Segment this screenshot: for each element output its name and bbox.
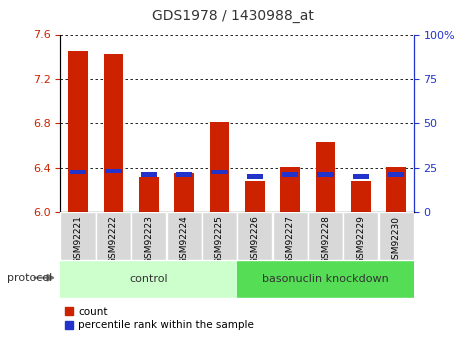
Bar [237, 212, 272, 260]
Bar [237, 260, 414, 298]
Bar [317, 172, 334, 177]
Text: basonuclin knockdown: basonuclin knockdown [262, 275, 389, 284]
Bar [202, 212, 237, 260]
Bar [282, 172, 299, 177]
Bar [351, 181, 371, 212]
Bar [280, 167, 300, 212]
Text: protocol: protocol [7, 273, 52, 283]
Text: control: control [129, 275, 168, 284]
Text: GSM92222: GSM92222 [109, 216, 118, 264]
Bar [140, 172, 157, 177]
Bar [166, 212, 202, 260]
Text: GSM92226: GSM92226 [250, 216, 259, 264]
Text: GSM92225: GSM92225 [215, 216, 224, 264]
Bar [246, 175, 263, 179]
Text: GDS1978 / 1430988_at: GDS1978 / 1430988_at [152, 9, 313, 23]
Bar [316, 142, 335, 212]
Bar [343, 212, 379, 260]
Bar [308, 212, 343, 260]
Bar [174, 173, 194, 212]
Bar [210, 122, 229, 212]
Bar [105, 169, 122, 173]
Bar [68, 51, 88, 212]
Bar [60, 260, 237, 298]
Bar [386, 167, 406, 212]
Bar [139, 177, 159, 212]
Bar [104, 55, 123, 212]
Text: GSM92223: GSM92223 [144, 216, 153, 264]
Bar [176, 172, 193, 177]
Bar [70, 170, 86, 175]
Bar [211, 170, 228, 175]
Text: GSM92224: GSM92224 [179, 216, 189, 264]
Text: GSM92230: GSM92230 [392, 216, 401, 265]
Bar [60, 212, 96, 260]
Bar [352, 175, 369, 179]
Legend: count, percentile rank within the sample: count, percentile rank within the sample [66, 307, 254, 330]
Text: GSM92229: GSM92229 [356, 216, 365, 264]
Text: GSM92227: GSM92227 [286, 216, 295, 264]
Bar [272, 212, 308, 260]
Bar [245, 181, 265, 212]
Text: GSM92228: GSM92228 [321, 216, 330, 264]
Bar [96, 212, 131, 260]
Text: GSM92221: GSM92221 [73, 216, 83, 264]
Bar [379, 212, 414, 260]
Bar [388, 172, 405, 177]
Bar [131, 212, 166, 260]
